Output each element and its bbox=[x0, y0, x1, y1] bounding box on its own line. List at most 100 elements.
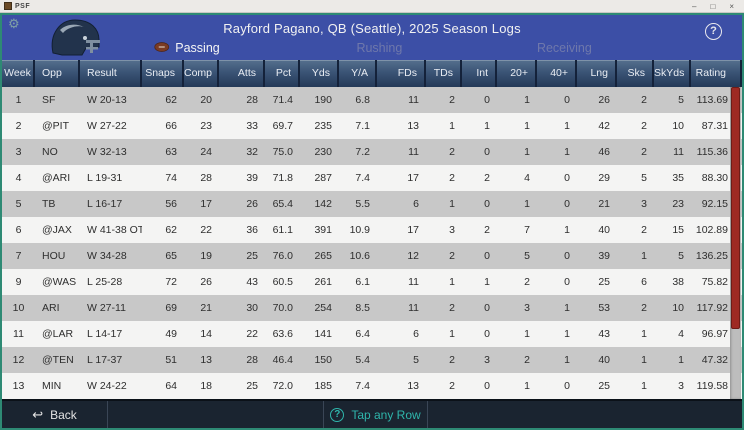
question-circle-icon: ? bbox=[330, 407, 345, 422]
table-row[interactable]: 4 @ARI L 19-31 74 28 39 71.8 287 7.4 17 2 2 4 0 29 5 35 8… bbox=[2, 165, 742, 191]
column-header-tds[interactable]: TDs bbox=[426, 60, 462, 87]
column-header-fds[interactable]: FDs bbox=[377, 60, 426, 87]
cell-y-a: 10.6 bbox=[349, 250, 370, 262]
column-header-40-[interactable]: 40+ bbox=[537, 60, 577, 87]
cell-yds: 230 bbox=[314, 146, 332, 158]
tab-receiving[interactable]: Receiving bbox=[537, 41, 592, 55]
cell-lng: 25 bbox=[598, 276, 610, 288]
cell-week: 11 bbox=[13, 328, 24, 340]
column-header-sks[interactable]: Sks bbox=[617, 60, 654, 87]
scrollbar-track[interactable] bbox=[730, 87, 741, 399]
table-row[interactable]: 2 @PIT W 27-22 66 23 33 69.7 235 7.1 13 1 1 1 1 42 2 10 8… bbox=[2, 113, 742, 139]
cell-sks: 5 bbox=[641, 172, 647, 184]
cell-rating: 113.69 bbox=[696, 94, 728, 106]
column-header-week[interactable]: Week bbox=[2, 60, 35, 87]
cell-pct: 60.5 bbox=[272, 276, 293, 288]
table-row[interactable]: 6 @JAX W 41-38 OT 62 22 36 61.1 391 10.9 17 3 2 7 1 40… bbox=[2, 217, 742, 243]
help-icon[interactable]: ? bbox=[705, 23, 722, 40]
cell-tds: 1 bbox=[449, 276, 455, 288]
column-header-lng[interactable]: Lng bbox=[577, 60, 617, 87]
tab-passing[interactable]: Passing bbox=[154, 41, 220, 55]
column-header-rating[interactable]: Rating bbox=[691, 60, 742, 87]
table-row[interactable]: 7 HOU W 34-28 65 19 25 76.0 265 10.6 12 2 0 5 0 39 1 5 13… bbox=[2, 243, 742, 269]
table-row[interactable]: 13 MIN W 24-22 64 18 25 72.0 185 7.4 13 2 0 1 0 25 1 3 11… bbox=[2, 373, 742, 399]
column-header-atts[interactable]: Atts bbox=[219, 60, 265, 87]
column-header-comp[interactable]: Comp bbox=[184, 60, 219, 87]
column-header-opp[interactable]: Opp bbox=[35, 60, 80, 87]
cell-20-: 3 bbox=[524, 302, 530, 314]
cell-result: W 20-13 bbox=[87, 94, 127, 106]
cell-int: 0 bbox=[484, 198, 490, 210]
cell-lng: 21 bbox=[598, 198, 610, 210]
minimize-button[interactable]: – bbox=[692, 1, 697, 11]
cell-sks: 1 bbox=[641, 328, 647, 340]
cell-week: 12 bbox=[12, 354, 25, 366]
cell-comp: 22 bbox=[200, 224, 212, 236]
cell-week: 4 bbox=[15, 172, 22, 184]
column-header-y-a[interactable]: Y/A bbox=[339, 60, 377, 87]
cell-20-: 2 bbox=[524, 276, 530, 288]
table-row[interactable]: 11 @LAR L 14-17 49 14 22 63.6 141 6.4 6 1 0 1 1 43 1 4 96… bbox=[2, 321, 742, 347]
back-button[interactable]: ↩ Back bbox=[2, 401, 108, 428]
cell-result: L 19-31 bbox=[87, 172, 123, 184]
maximize-button[interactable]: □ bbox=[710, 1, 716, 11]
table-row[interactable]: 10 ARI W 27-11 69 21 30 70.0 254 8.5 11 2 0 3 1 53 2 10 1… bbox=[2, 295, 742, 321]
column-header-int[interactable]: Int bbox=[462, 60, 497, 87]
header-banner: ⚙ Rayford Pagano, QB (Seattle), 2025 Sea… bbox=[2, 15, 742, 60]
season-log-table: 1 SF W 20-13 62 20 28 71.4 190 6.8 11 2 0 1 0 26 2 5 113.… bbox=[2, 87, 742, 399]
cell-y-a: 6.1 bbox=[355, 276, 370, 288]
cell-sks: 1 bbox=[641, 250, 647, 262]
cell-atts: 25 bbox=[246, 380, 258, 392]
cell-snaps: 62 bbox=[165, 94, 177, 106]
cell-atts: 28 bbox=[246, 354, 258, 366]
cell-pct: 71.8 bbox=[272, 172, 293, 184]
column-header-skyds[interactable]: SkYds bbox=[654, 60, 691, 87]
table-row[interactable]: 5 TB L 16-17 56 17 26 65.4 142 5.5 6 1 0 1 0 21 3 23 92.1… bbox=[2, 191, 742, 217]
cell-comp: 19 bbox=[200, 250, 212, 262]
table-row[interactable]: 9 @WAS L 25-28 72 26 43 60.5 261 6.1 11 1 1 2 0 25 6 38 7… bbox=[2, 269, 742, 295]
tab-passing-label: Passing bbox=[175, 41, 220, 55]
cell-pct: 63.6 bbox=[272, 328, 293, 340]
column-header-snaps[interactable]: Snaps bbox=[142, 60, 184, 87]
team-helmet-logo bbox=[46, 16, 104, 64]
cell-fds: 13 bbox=[407, 380, 419, 392]
cell-yds: 141 bbox=[314, 328, 332, 340]
cell-skyds: 38 bbox=[672, 276, 684, 288]
scrollbar-thumb[interactable] bbox=[731, 87, 740, 329]
cell-skyds: 11 bbox=[673, 146, 684, 158]
tap-any-row-label: Tap any Row bbox=[351, 407, 421, 422]
cell-y-a: 7.4 bbox=[355, 380, 370, 392]
column-header-20-[interactable]: 20+ bbox=[497, 60, 537, 87]
cell-pct: 69.7 bbox=[272, 120, 293, 132]
cell-skyds: 4 bbox=[678, 328, 684, 340]
cell-comp: 17 bbox=[200, 198, 212, 210]
cell-40-: 1 bbox=[564, 354, 570, 366]
cell-lng: 26 bbox=[598, 94, 610, 106]
app-frame: ⚙ Rayford Pagano, QB (Seattle), 2025 Sea… bbox=[0, 13, 744, 430]
close-button[interactable]: × bbox=[729, 1, 734, 11]
table-row[interactable]: 3 NO W 32-13 63 24 32 75.0 230 7.2 11 2 0 1 1 46 2 11 115… bbox=[2, 139, 742, 165]
tab-rushing[interactable]: Rushing bbox=[356, 41, 402, 55]
cell-int: 0 bbox=[484, 146, 490, 158]
table-row[interactable]: 1 SF W 20-13 62 20 28 71.4 190 6.8 11 2 0 1 0 26 2 5 113.… bbox=[2, 87, 742, 113]
cell-sks: 3 bbox=[641, 198, 647, 210]
table-row[interactable]: 12 @TEN L 17-37 51 13 28 46.4 150 5.4 5 2 3 2 1 40 1 1 47… bbox=[2, 347, 742, 373]
column-header-pct[interactable]: Pct bbox=[265, 60, 300, 87]
cell-sks: 2 bbox=[641, 224, 647, 236]
tap-any-row-hint[interactable]: ? Tap any Row bbox=[324, 401, 428, 428]
cell-lng: 39 bbox=[598, 250, 610, 262]
cell-int: 3 bbox=[484, 354, 490, 366]
cell-fds: 11 bbox=[408, 146, 419, 158]
column-header-yds[interactable]: Yds bbox=[300, 60, 339, 87]
cell-40-: 0 bbox=[564, 250, 570, 262]
cell-20-: 5 bbox=[524, 250, 530, 262]
column-header-result[interactable]: Result bbox=[80, 60, 142, 87]
cell-snaps: 62 bbox=[165, 224, 177, 236]
cell-week: 1 bbox=[15, 94, 22, 106]
cell-sks: 2 bbox=[641, 302, 647, 314]
cell-rating: 92.15 bbox=[701, 198, 728, 210]
cell-sks: 2 bbox=[641, 146, 647, 158]
cell-tds: 2 bbox=[449, 250, 455, 262]
settings-gear-icon[interactable]: ⚙ bbox=[8, 16, 20, 31]
